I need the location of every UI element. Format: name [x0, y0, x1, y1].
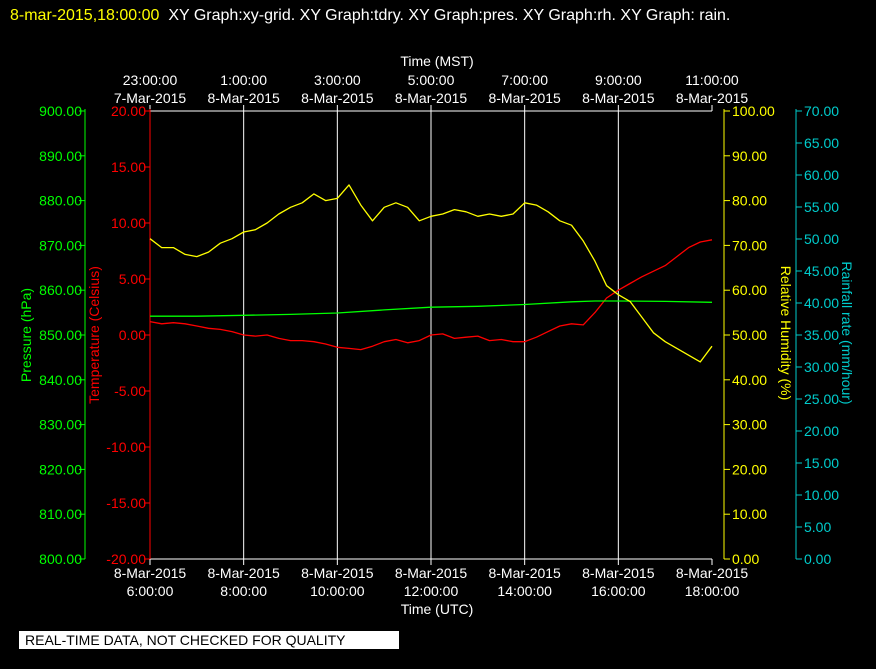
x-tick-label: 18:00:00: [685, 583, 740, 599]
top-axis-title: Time (MST): [400, 53, 473, 69]
temperature-tick-label: 0.00: [119, 327, 146, 343]
temperature-axis-label: Temperature (Celsius): [86, 266, 102, 404]
rain-axis-label: Rainfall rate (mm/hour): [839, 261, 855, 404]
x-top-tick-label: 8-Mar-2015: [301, 90, 374, 106]
rain-tick-label: 15.00: [804, 455, 839, 471]
pressure-tick-label: 850.00: [39, 327, 82, 343]
x-tick-label: 8-Mar-2015: [301, 565, 374, 581]
pressure-tick-label: 900.00: [39, 103, 82, 119]
x-top-tick-label: 7-Mar-2015: [114, 90, 187, 106]
x-top-tick-label: 3:00:00: [314, 72, 361, 88]
pressure-tick-label: 890.00: [39, 148, 82, 164]
temperature-tick-label: -5.00: [114, 383, 146, 399]
pressure-axis-label: Pressure (hPa): [18, 288, 34, 382]
humidity-tick-label: 0.00: [732, 551, 759, 567]
humidity-tick-label: 50.00: [732, 327, 767, 343]
pressure-series-line: [150, 300, 713, 317]
x-top-tick-label: 8-Mar-2015: [582, 90, 655, 106]
quality-notice: REAL-TIME DATA, NOT CHECKED FOR QUALITY: [19, 631, 399, 649]
rain-tick-label: 55.00: [804, 199, 839, 215]
humidity-tick-label: 20.00: [732, 461, 767, 477]
x-top-tick-label: 7:00:00: [501, 72, 548, 88]
rain-tick-label: 5.00: [804, 519, 831, 535]
temperature-tick-label: -15.00: [106, 495, 146, 511]
x-top-tick-label: 8-Mar-2015: [207, 90, 280, 106]
x-top-tick-label: 11:00:00: [685, 72, 739, 88]
x-tick-label: 8-Mar-2015: [582, 565, 655, 581]
rain-tick-label: 60.00: [804, 167, 839, 183]
humidity-tick-label: 40.00: [732, 372, 767, 388]
pressure-tick-label: 840.00: [39, 372, 82, 388]
chart-title: 8-mar-2015,18:00:00 XY Graph:xy-grid. XY…: [10, 2, 870, 30]
temperature-tick-label: 10.00: [111, 215, 146, 231]
rain-tick-label: 35.00: [804, 327, 839, 343]
pressure-tick-label: 830.00: [39, 417, 82, 433]
bottom-axis-ticks: 8-Mar-2015 6:00:00 8-Mar-2015 8:00:00 8-Mar-…: [114, 559, 749, 599]
temperature-tick-label: 15.00: [111, 159, 146, 175]
series-layer: [149, 184, 713, 363]
rain-tick-label: 65.00: [804, 135, 839, 151]
pressure-tick-label: 860.00: [39, 282, 82, 298]
temperature-tick-label: -20.00: [106, 551, 146, 567]
humidity-tick-label: 80.00: [732, 193, 767, 209]
x-top-tick-label: 9:00:00: [595, 72, 642, 88]
rain-tick-label: 30.00: [804, 359, 839, 375]
x-top-tick-label: 5:00:00: [408, 72, 455, 88]
rain-tick-label: 70.00: [804, 103, 839, 119]
humidity-series-line: [149, 184, 713, 363]
pressure-tick-label: 820.00: [39, 461, 82, 477]
x-top-tick-label: 8-Mar-2015: [488, 90, 561, 106]
x-tick-label: 8-Mar-2015: [114, 565, 187, 581]
pressure-tick-label: 800.00: [39, 551, 82, 567]
x-tick-label: 12:00:00: [404, 583, 459, 599]
pressure-tick-label: 880.00: [39, 193, 82, 209]
humidity-tick-label: 30.00: [732, 417, 767, 433]
temperature-tick-label: 5.00: [119, 271, 146, 287]
rain-tick-label: 45.00: [804, 263, 839, 279]
x-tick-label: 16:00:00: [591, 583, 646, 599]
bottom-axis-title: Time (UTC): [401, 601, 474, 617]
top-axis-ticks: 23:00:00 7-Mar-2015 1:00:00 8-Mar-2015 3:00:…: [114, 72, 749, 111]
x-top-tick-label: 8-Mar-2015: [676, 90, 749, 106]
rain-tick-label: 50.00: [804, 231, 839, 247]
x-top-tick-label: 1:00:00: [220, 72, 267, 88]
rain-tick-label: 40.00: [804, 295, 839, 311]
rain-tick-label: 20.00: [804, 423, 839, 439]
rain-tick-label: 10.00: [804, 487, 839, 503]
x-tick-label: 10:00:00: [310, 583, 365, 599]
x-top-tick-label: 8-Mar-2015: [395, 90, 468, 106]
humidity-axis-label: Relative Humidity (%): [778, 266, 794, 401]
axes: 900.00 890.00 880.00 870.00 860.00 850.00 840.…: [39, 103, 839, 567]
x-tick-label: 6:00:00: [127, 583, 174, 599]
rain-tick-label: 0.00: [804, 551, 831, 567]
temperature-tick-label: -10.00: [106, 439, 146, 455]
pressure-tick-label: 870.00: [39, 237, 82, 253]
x-tick-label: 8:00:00: [220, 583, 267, 599]
temperature-tick-label: 20.00: [111, 103, 146, 119]
x-tick-label: 14:00:00: [497, 583, 552, 599]
x-tick-label: 8-Mar-2015: [676, 565, 749, 581]
graph-list: XY Graph:xy-grid. XY Graph:tdry. XY Grap…: [168, 7, 731, 24]
humidity-tick-label: 70.00: [732, 237, 767, 253]
timestamp: 8-mar-2015,18:00:00: [10, 7, 160, 24]
pressure-tick-label: 810.00: [39, 506, 82, 522]
x-top-tick-label: 23:00:00: [123, 72, 178, 88]
humidity-tick-label: 10.00: [732, 506, 767, 522]
x-tick-label: 8-Mar-2015: [395, 565, 468, 581]
temperature-series-line: [149, 239, 713, 351]
rain-tick-label: 25.00: [804, 391, 839, 407]
humidity-tick-label: 90.00: [732, 148, 767, 164]
humidity-tick-label: 60.00: [732, 282, 767, 298]
x-tick-label: 8-Mar-2015: [488, 565, 561, 581]
humidity-tick-label: 100.00: [732, 103, 775, 119]
x-tick-label: 8-Mar-2015: [207, 565, 280, 581]
